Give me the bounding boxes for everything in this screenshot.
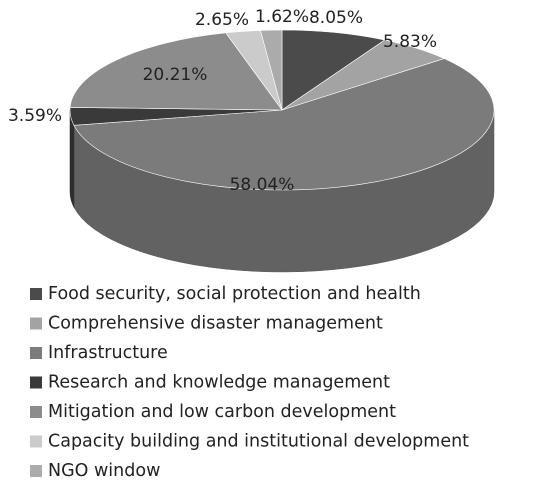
data-label: 3.59% — [8, 106, 62, 126]
legend-label: NGO window — [48, 461, 160, 481]
slice — [281, 29, 386, 111]
data-label: 2.65% — [195, 10, 249, 30]
legend-label: Food security, social protection and hea… — [48, 284, 421, 304]
legend-swatch — [30, 347, 42, 359]
legend-label: Infrastructure — [48, 343, 168, 363]
data-label: 1.62% — [255, 7, 309, 27]
data-label: 20.21% — [143, 65, 208, 85]
legend-label: Mitigation and low carbon development — [48, 402, 396, 422]
legend-swatch — [30, 376, 42, 389]
data-label: 5.83% — [383, 32, 437, 52]
legend-swatch — [30, 406, 42, 418]
legend-swatch — [30, 435, 42, 448]
legend-label: Capacity building and institutional deve… — [48, 432, 469, 452]
data-label: 8.05% — [309, 8, 363, 28]
slice — [260, 29, 283, 111]
legend-swatch — [30, 465, 42, 477]
legend-swatch — [30, 317, 42, 330]
legend-label: Comprehensive disaster management — [48, 314, 383, 334]
slice — [73, 58, 495, 191]
legend-label: Research and knowledge management — [48, 373, 390, 393]
data-label: 58.04% — [230, 175, 295, 195]
slice — [69, 32, 283, 111]
legend-swatch — [30, 288, 42, 300]
